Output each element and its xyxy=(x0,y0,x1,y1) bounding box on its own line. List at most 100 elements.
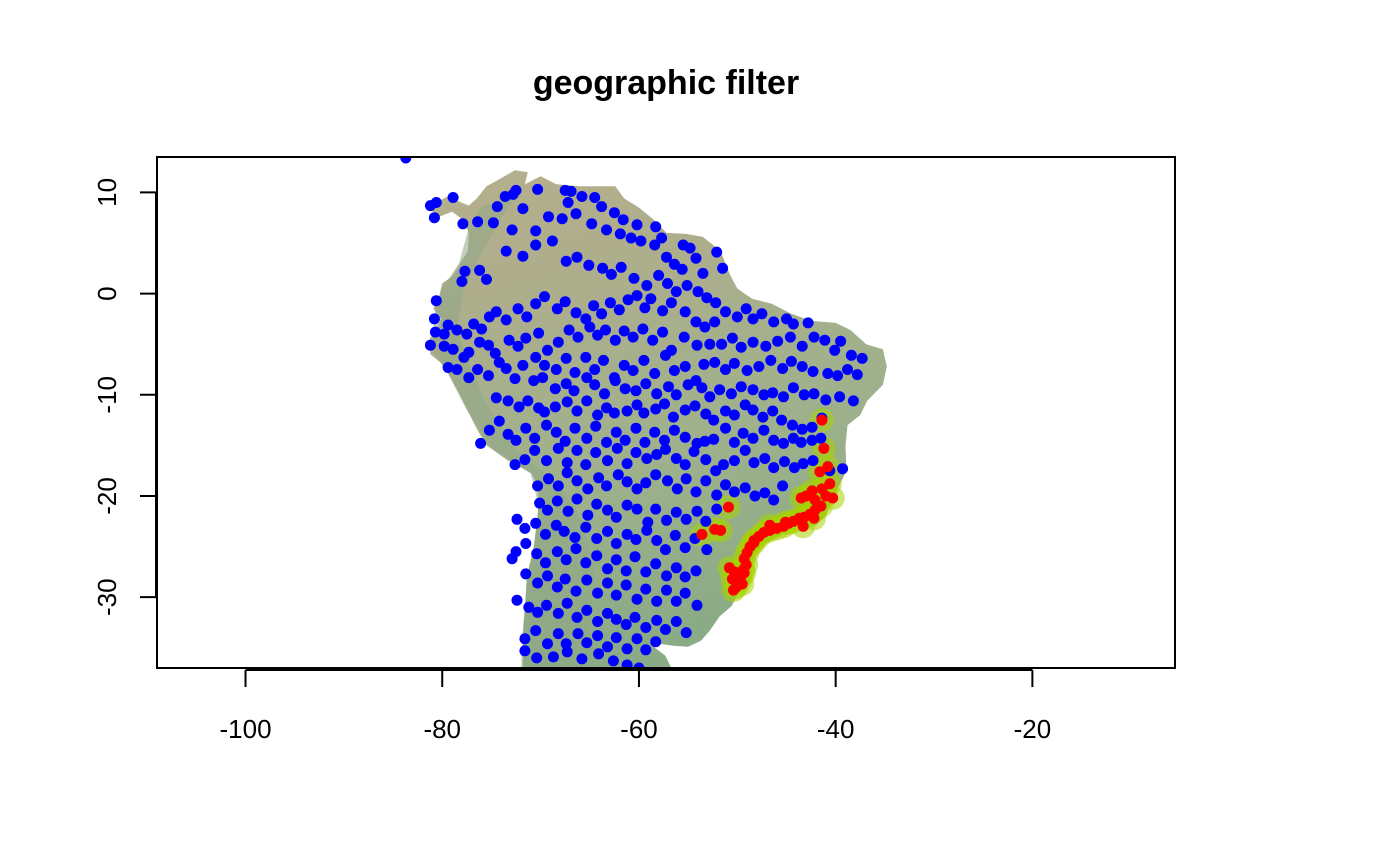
occurrence-point xyxy=(649,239,661,251)
occurrence-point xyxy=(777,480,789,492)
occurrence-point xyxy=(580,557,592,569)
filtered-point xyxy=(709,523,721,535)
occurrence-point xyxy=(602,563,613,575)
occurrence-point xyxy=(690,316,702,328)
occurrence-point xyxy=(519,522,531,534)
occurrence-point xyxy=(786,419,798,431)
occurrence-point xyxy=(621,659,633,668)
occurrence-point xyxy=(661,584,672,596)
occurrence-point xyxy=(747,432,759,444)
occurrence-point xyxy=(608,407,620,419)
occurrence-point xyxy=(728,455,740,467)
occurrence-point xyxy=(621,405,633,417)
occurrence-point xyxy=(701,544,713,556)
occurrence-point xyxy=(474,336,486,348)
occurrence-point xyxy=(760,340,772,352)
occurrence-point xyxy=(561,396,573,408)
occurrence-point xyxy=(670,595,682,607)
occurrence-point xyxy=(631,219,643,231)
occurrence-point xyxy=(511,594,523,606)
occurrence-point xyxy=(627,331,639,343)
occurrence-point xyxy=(602,641,613,653)
occurrence-point xyxy=(531,652,543,664)
occurrence-point xyxy=(438,340,450,352)
occurrence-point xyxy=(714,384,726,396)
occurrence-point xyxy=(641,280,653,291)
occurrence-point xyxy=(593,472,605,484)
occurrence-point xyxy=(767,387,779,399)
occurrence-point xyxy=(602,577,613,589)
x-axis: -100 -80 -60 -40 -20 xyxy=(219,669,1051,744)
occurrence-point xyxy=(519,454,531,466)
occurrence-point xyxy=(581,395,593,407)
occurrence-point xyxy=(463,346,475,358)
occurrence-point xyxy=(610,426,622,438)
occurrence-point xyxy=(532,480,544,492)
occurrence-point xyxy=(562,197,574,208)
occurrence-point xyxy=(798,389,810,401)
occurrence-point xyxy=(640,622,652,633)
occurrence-point xyxy=(561,597,573,609)
occurrence-point xyxy=(704,391,716,403)
occurrence-point xyxy=(542,570,553,582)
occurrence-point xyxy=(491,201,503,213)
occurrence-point xyxy=(651,595,663,607)
occurrence-point xyxy=(699,435,711,447)
occurrence-point xyxy=(640,644,652,656)
occurrence-point xyxy=(808,388,820,400)
occurrence-point xyxy=(451,364,463,375)
occurrence-point xyxy=(512,340,524,352)
occurrence-point xyxy=(772,335,784,347)
occurrence-point xyxy=(699,321,711,333)
occurrence-point xyxy=(778,391,789,403)
occurrence-point xyxy=(400,157,412,164)
occurrence-point xyxy=(788,462,800,474)
occurrence-point xyxy=(430,197,442,208)
occurrence-point xyxy=(523,601,535,613)
occurrence-point xyxy=(532,606,544,618)
occurrence-point xyxy=(601,224,612,236)
occurrence-point xyxy=(671,483,683,495)
occurrence-point xyxy=(592,329,604,341)
occurrence-point xyxy=(442,319,454,331)
occurrence-point xyxy=(531,548,543,560)
occurrence-point xyxy=(768,434,780,446)
occurrence-point xyxy=(490,392,502,404)
occurrence-point xyxy=(500,245,512,257)
occurrence-point xyxy=(806,421,818,433)
occurrence-point xyxy=(650,469,662,481)
occurrence-point xyxy=(565,185,577,197)
occurrence-point xyxy=(530,298,542,310)
filtered-point xyxy=(797,520,809,532)
occurrence-point xyxy=(522,395,534,407)
occurrence-point xyxy=(631,593,643,605)
occurrence-point xyxy=(728,409,740,421)
occurrence-point xyxy=(660,624,671,635)
occurrence-point xyxy=(589,379,601,391)
occurrence-point xyxy=(635,235,647,247)
filtered-point xyxy=(824,478,836,490)
occurrence-point xyxy=(650,403,662,415)
occurrence-point xyxy=(776,414,788,426)
occurrence-point xyxy=(621,643,633,655)
occurrence-point xyxy=(851,369,863,381)
occurrence-point xyxy=(670,506,682,518)
occurrence-point xyxy=(631,633,643,645)
occurrence-point xyxy=(822,368,834,379)
occurrence-point xyxy=(571,611,583,623)
filtered-point xyxy=(738,567,750,579)
occurrence-point xyxy=(726,332,738,344)
occurrence-point xyxy=(631,290,643,302)
occurrence-point xyxy=(596,308,608,320)
occurrence-point xyxy=(622,294,634,306)
occurrence-point xyxy=(592,616,604,627)
occurrence-point xyxy=(517,250,529,262)
map-layer xyxy=(400,157,887,668)
occurrence-point xyxy=(456,276,468,287)
occurrence-point xyxy=(720,306,731,318)
occurrence-point xyxy=(517,359,529,371)
occurrence-point xyxy=(621,476,633,488)
occurrence-point xyxy=(593,648,605,660)
occurrence-point xyxy=(657,326,669,338)
occurrence-point xyxy=(556,213,568,225)
